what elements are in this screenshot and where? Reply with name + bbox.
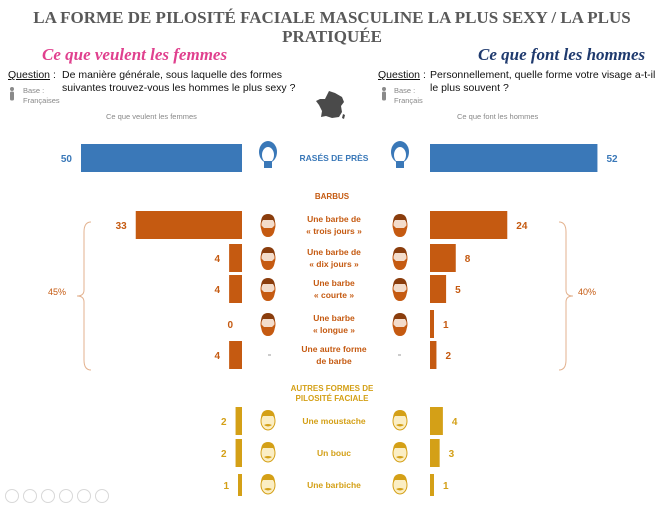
right-column-header: Ce que font les hommes [457, 112, 539, 121]
bearded-face-icon [260, 214, 276, 237]
value-label-men-3: 5 [455, 285, 461, 296]
category-label-8: Une barbiche [307, 480, 361, 490]
value-label-women-7: 2 [221, 449, 227, 460]
bearded-face-icon [392, 247, 408, 270]
value-label-women-3: 4 [215, 285, 221, 296]
right-question-text: Personnellement, quelle forme votre visa… [430, 69, 656, 94]
value-label-women-5: 4 [215, 351, 221, 362]
bar-men-2 [430, 244, 456, 272]
bar-women-6 [235, 407, 242, 435]
previous-icon[interactable] [5, 489, 19, 503]
value-label-men-4: 1 [443, 320, 449, 331]
left-beard-brace [76, 221, 92, 371]
left-question-text: De manière générale, sous laquelle des f… [62, 69, 296, 94]
value-label-men-0: 52 [606, 154, 618, 165]
chart-title: LA FORME DE PILOSITÉ FACIALE MASCULINE L… [33, 8, 631, 46]
category-label-5: Une autre forme de barbe [301, 344, 366, 366]
right-heading: Ce que font les hommes [478, 45, 646, 64]
value-label-men-1: 24 [516, 221, 528, 232]
shaved-face-icon [391, 141, 409, 168]
category-label-1: Une barbe de « trois jours » [306, 214, 362, 236]
right-base-value: Français [394, 96, 423, 105]
value-label-men-5: 2 [445, 351, 451, 362]
category-label-4: Une barbe « longue » [313, 313, 355, 335]
bar-women-7 [235, 439, 242, 467]
value-label-men-7: 3 [449, 449, 455, 460]
bar-women-1 [135, 211, 242, 239]
category-label-2: Une barbe de « dix jours » [307, 247, 361, 269]
category-label-7: Un bouc [317, 448, 351, 458]
section-autres: AUTRES FORMES DE PILOSITÉ FACIALE [290, 384, 374, 403]
right-group-percent: 40% [578, 287, 597, 297]
shaved-face-icon [259, 141, 277, 168]
category-label-6: Une moustache [302, 416, 366, 426]
person-icon [9, 87, 15, 101]
mustache-face-icon [392, 442, 408, 463]
bearded-face-icon [260, 247, 276, 270]
bar-men-1 [430, 211, 508, 239]
mustache-face-icon [260, 474, 276, 495]
search-icon[interactable] [77, 489, 91, 503]
left-base-label: Base : [23, 86, 45, 95]
bar-men-6 [430, 407, 443, 435]
bearded-face-icon [392, 214, 408, 237]
value-label-women-1: 33 [116, 221, 128, 232]
left-base-value: Françaises [23, 96, 60, 105]
left-column-header: Ce que veulent les femmes [106, 112, 197, 121]
value-label-women-0: 50 [61, 154, 73, 165]
bar-women-2 [229, 244, 242, 272]
next-icon[interactable] [23, 489, 37, 503]
bar-women-5 [229, 341, 242, 369]
more-icon[interactable] [95, 489, 109, 503]
category-label-0: RASÉS DE PRÈS [300, 153, 369, 163]
bar-men-4 [430, 310, 434, 338]
value-label-women-6: 2 [221, 417, 227, 428]
mustache-face-icon [260, 442, 276, 463]
mustache-face-icon [392, 410, 408, 431]
value-label-men-8: 1 [443, 481, 449, 492]
left-question-label: Question : [8, 69, 56, 81]
bearded-face-icon [392, 278, 408, 301]
bar-men-8 [430, 474, 434, 496]
mustache-face-icon [260, 410, 276, 431]
zoom-out-icon[interactable] [41, 489, 55, 503]
person-icon [381, 87, 387, 101]
right-question-label: Question : [378, 69, 426, 81]
viewer-toolbar [5, 489, 115, 503]
bearded-face-icon [392, 313, 408, 336]
value-label-men-2: 8 [465, 254, 471, 265]
mustache-face-icon [392, 474, 408, 495]
left-group-percent: 45% [48, 287, 67, 297]
bar-men-0 [430, 144, 598, 172]
bar-women-3 [229, 275, 242, 303]
bar-men-7 [430, 439, 440, 467]
bar-men-3 [430, 275, 447, 303]
left-heading: Ce que veulent les femmes [42, 45, 228, 64]
right-beard-brace [558, 221, 574, 371]
value-label-men-6: 4 [452, 417, 458, 428]
bearded-face-icon [260, 313, 276, 336]
bar-men-5 [430, 341, 437, 369]
right-base-label: Base : [394, 86, 416, 95]
bearded-face-icon [260, 278, 276, 301]
france-map-icon [315, 90, 347, 120]
copy-icon[interactable] [59, 489, 73, 503]
bar-women-0 [81, 144, 242, 172]
category-label-3: Une barbe « courte » [313, 278, 355, 300]
section-barbus: BARBUS [314, 192, 350, 201]
value-label-women-2: 4 [215, 254, 221, 265]
value-label-women-8: 1 [223, 481, 229, 492]
value-label-women-4: 0 [227, 320, 233, 331]
bar-women-8 [238, 474, 242, 496]
